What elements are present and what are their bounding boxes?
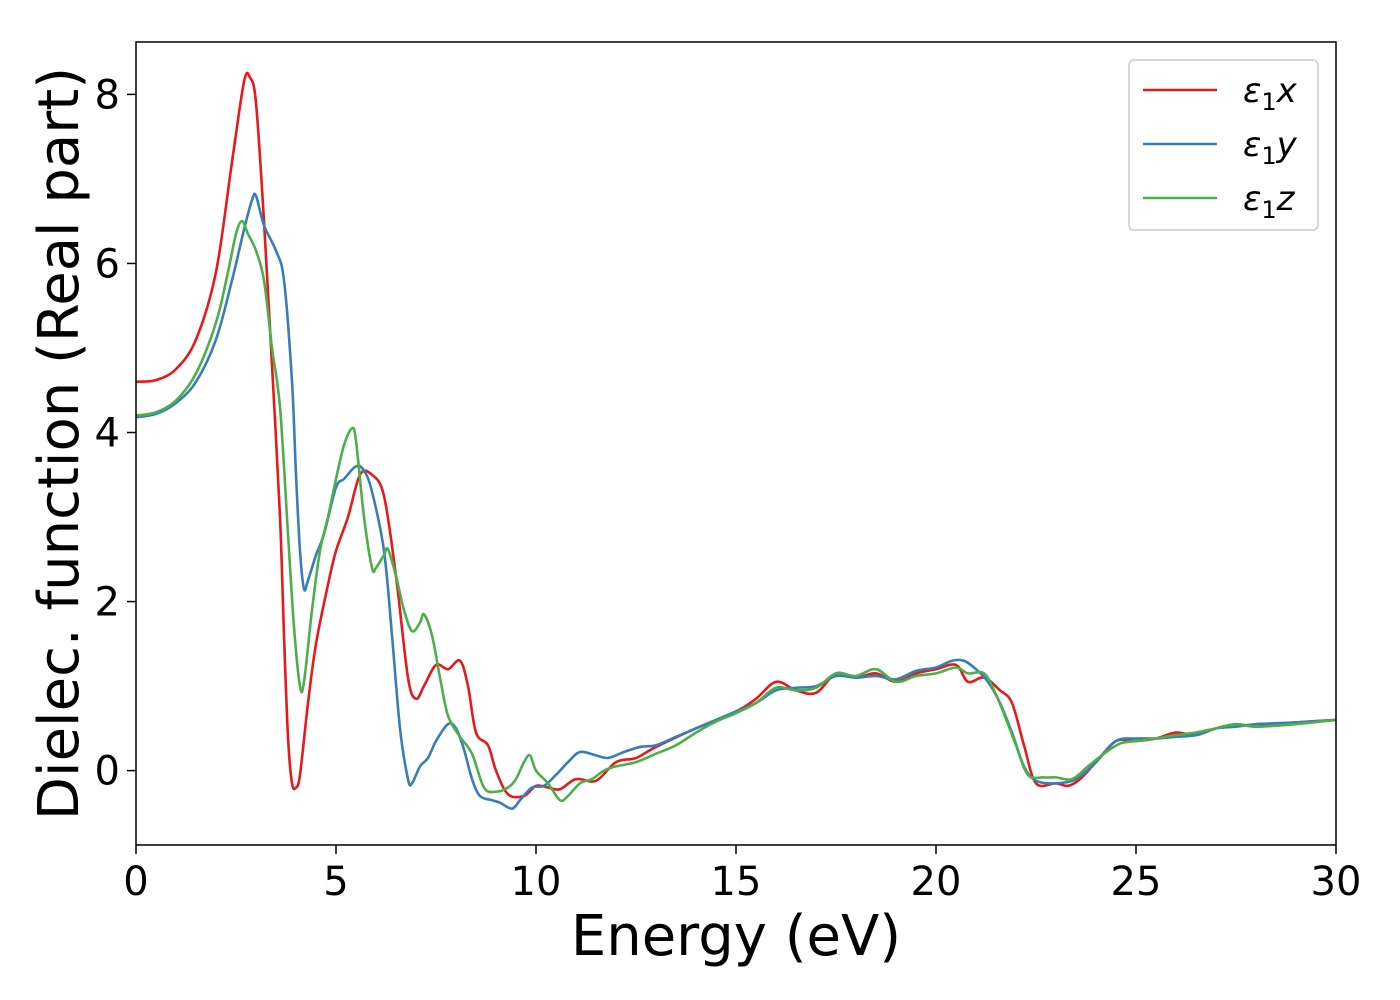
x-tick-label: 5	[323, 859, 348, 905]
series-line-z	[136, 219, 1336, 803]
x-axis-label: Energy (eV)	[571, 904, 901, 969]
y-axis-label: Dielec. function (Real part)	[27, 67, 92, 820]
legend-label-z: ε1z	[1243, 179, 1296, 224]
y-axis-ticks: 0 2 4 6 8	[95, 72, 136, 795]
x-axis-ticks: 0 5 10 15 20 25 30	[123, 845, 1361, 905]
series-layer	[136, 71, 1336, 810]
y-tick-label: 0	[95, 749, 120, 795]
legend-label-y: ε1y	[1243, 125, 1298, 170]
x-tick-label: 15	[711, 859, 762, 905]
legend: ε1x ε1y ε1z	[1128, 59, 1319, 231]
legend-label-x: ε1x	[1243, 71, 1298, 116]
x-tick-label: 25	[1111, 859, 1162, 905]
y-tick-label: 2	[95, 580, 120, 626]
x-tick-label: 20	[911, 859, 962, 905]
x-tick-label: 30	[1311, 859, 1362, 905]
y-tick-label: 6	[95, 241, 120, 287]
series-line-y	[136, 192, 1336, 810]
y-tick-label: 4	[95, 411, 120, 457]
legend-box	[1128, 59, 1319, 231]
x-tick-label: 10	[511, 859, 562, 905]
x-tick-label: 0	[123, 859, 148, 905]
y-tick-label: 8	[95, 72, 120, 118]
